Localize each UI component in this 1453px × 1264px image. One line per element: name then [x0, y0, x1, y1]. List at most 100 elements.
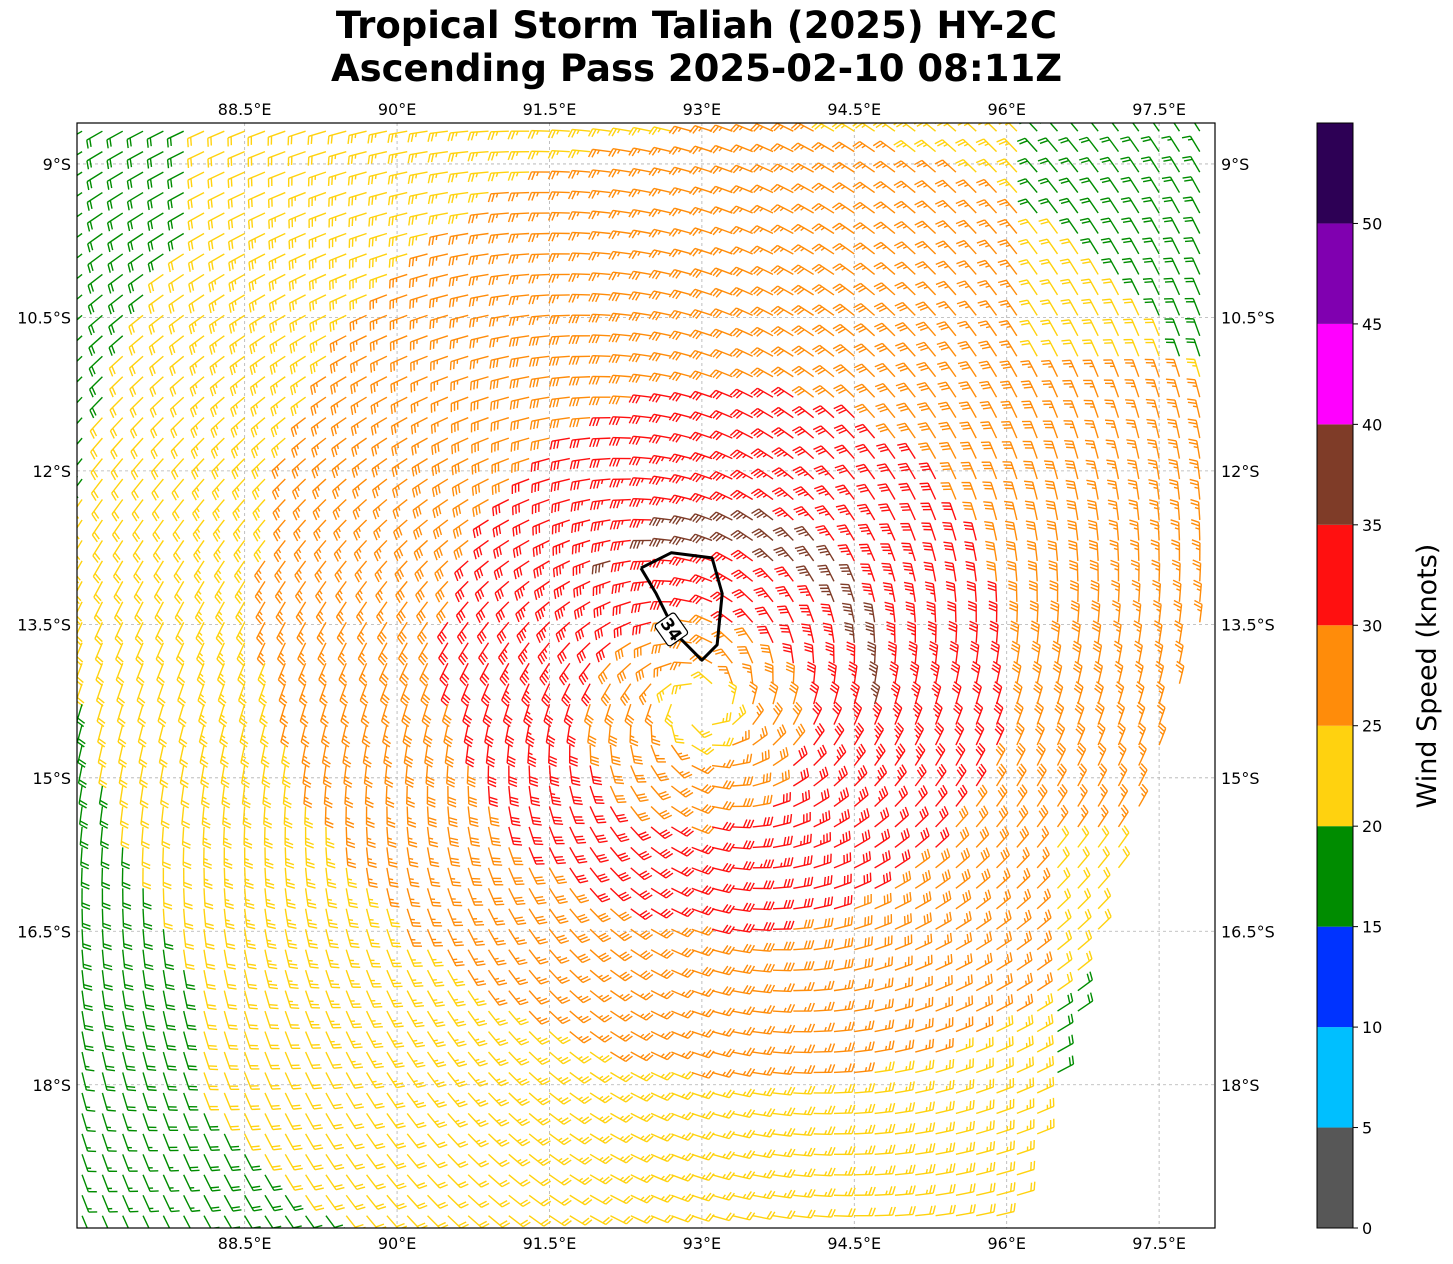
wind-barb — [287, 171, 306, 187]
wind-barb — [770, 224, 794, 235]
wind-barb — [770, 265, 794, 276]
wind-barb — [77, 232, 83, 239]
wind-barb — [1039, 123, 1059, 132]
colorbar-bin — [1317, 625, 1353, 726]
colorbar-bin — [1317, 123, 1353, 224]
wind-barb — [1162, 196, 1181, 214]
lat-tick-label-right: 9°S — [1221, 155, 1249, 174]
wind-barb — [893, 180, 916, 194]
wind-barb — [709, 165, 733, 175]
wind-barb — [934, 179, 957, 194]
wind-barb — [146, 171, 164, 190]
wind-barb — [428, 253, 449, 267]
wind-barb — [975, 138, 998, 153]
wind-barb — [770, 123, 794, 132]
wind-barb — [166, 151, 185, 169]
wind-barb — [547, 129, 570, 139]
lat-tick-label-right: 12°S — [1221, 462, 1260, 481]
wind-barb — [852, 222, 876, 235]
lon-tick-label-top: 94.5°E — [827, 100, 881, 119]
wind-barb — [709, 206, 733, 215]
wind-barb — [167, 212, 185, 231]
wind-barb — [608, 127, 631, 137]
wind-barb — [852, 262, 876, 275]
wind-barb — [547, 211, 570, 221]
wind-barb — [427, 150, 448, 163]
wind-barb — [893, 221, 916, 235]
lat-tick-label-left: 10.5°S — [17, 308, 71, 327]
wind-barb — [308, 253, 327, 270]
wind-barb — [408, 253, 428, 268]
wind-barb — [467, 171, 489, 183]
wind-barb — [791, 244, 815, 255]
wind-barbs — [77, 123, 1203, 1228]
colorbar-tick-label: 50 — [1362, 214, 1382, 233]
wind-barb — [791, 223, 815, 235]
lat-tick-label-right: 18°S — [1221, 1076, 1260, 1095]
wind-barb — [770, 143, 794, 153]
wind-barb — [187, 232, 205, 252]
wind-barb — [1017, 178, 1038, 194]
wind-barb — [588, 231, 611, 241]
wind-barb — [588, 292, 611, 303]
wind-barb — [811, 223, 835, 235]
wind-barb — [207, 212, 225, 230]
wind-barb — [1016, 137, 1038, 153]
wind-barb — [976, 178, 998, 194]
wind-barb — [428, 212, 448, 225]
lat-tick-label-right: 10.5°S — [1221, 308, 1275, 327]
wind-barb — [387, 191, 408, 206]
wind-barb — [1079, 177, 1099, 193]
wind-barb — [447, 130, 469, 142]
colorbar-tick-label: 20 — [1362, 817, 1382, 836]
wind-barb — [608, 148, 631, 158]
wind-barb — [709, 246, 733, 256]
wind-barb — [955, 158, 977, 173]
wind-barb — [126, 130, 144, 149]
wind-barb — [349, 294, 367, 311]
colorbar-tick-label: 25 — [1362, 717, 1382, 736]
wind-barb — [86, 212, 103, 232]
wind-barb — [1099, 156, 1120, 173]
wind-barb — [468, 273, 489, 287]
wind-barb — [86, 151, 103, 170]
wind-barb — [467, 212, 489, 224]
wind-barb — [1162, 237, 1181, 255]
wind-barb — [228, 253, 245, 272]
wind-barb — [729, 164, 753, 174]
wind-barb — [811, 243, 835, 255]
wind-barb — [996, 137, 1018, 153]
wind-barb — [448, 294, 469, 308]
wind-barb — [997, 259, 1018, 275]
wind-barb — [955, 199, 977, 214]
wind-barb — [508, 232, 530, 243]
wind-barb — [468, 253, 489, 266]
wind-barb — [996, 198, 1018, 214]
wind-barb — [288, 294, 306, 312]
wind-barb — [166, 130, 184, 148]
wind-barb — [77, 151, 83, 156]
wind-barb — [996, 158, 1018, 173]
wind-barb — [1162, 216, 1181, 234]
wind-barb — [1161, 135, 1181, 153]
wind-barb — [811, 202, 835, 214]
wind-barb — [87, 253, 103, 274]
wind-barb — [167, 253, 185, 273]
wind-barb — [689, 165, 713, 175]
lat-tick-label-left: 15°S — [32, 769, 71, 788]
wind-barb — [628, 126, 652, 136]
wind-barb — [307, 130, 327, 145]
wind-barb — [750, 143, 774, 153]
wind-barb — [914, 180, 937, 194]
wind-barb — [527, 232, 550, 243]
wind-barb — [187, 191, 205, 210]
wind-barb — [955, 138, 977, 153]
wind-barb — [934, 139, 957, 153]
wind-barb — [567, 190, 591, 200]
wind-barb — [507, 191, 530, 202]
wind-barb — [187, 212, 205, 231]
wind-barb — [913, 139, 937, 153]
wind-barb — [689, 186, 713, 196]
wind-barb — [188, 273, 205, 293]
wind-barb — [348, 191, 367, 207]
